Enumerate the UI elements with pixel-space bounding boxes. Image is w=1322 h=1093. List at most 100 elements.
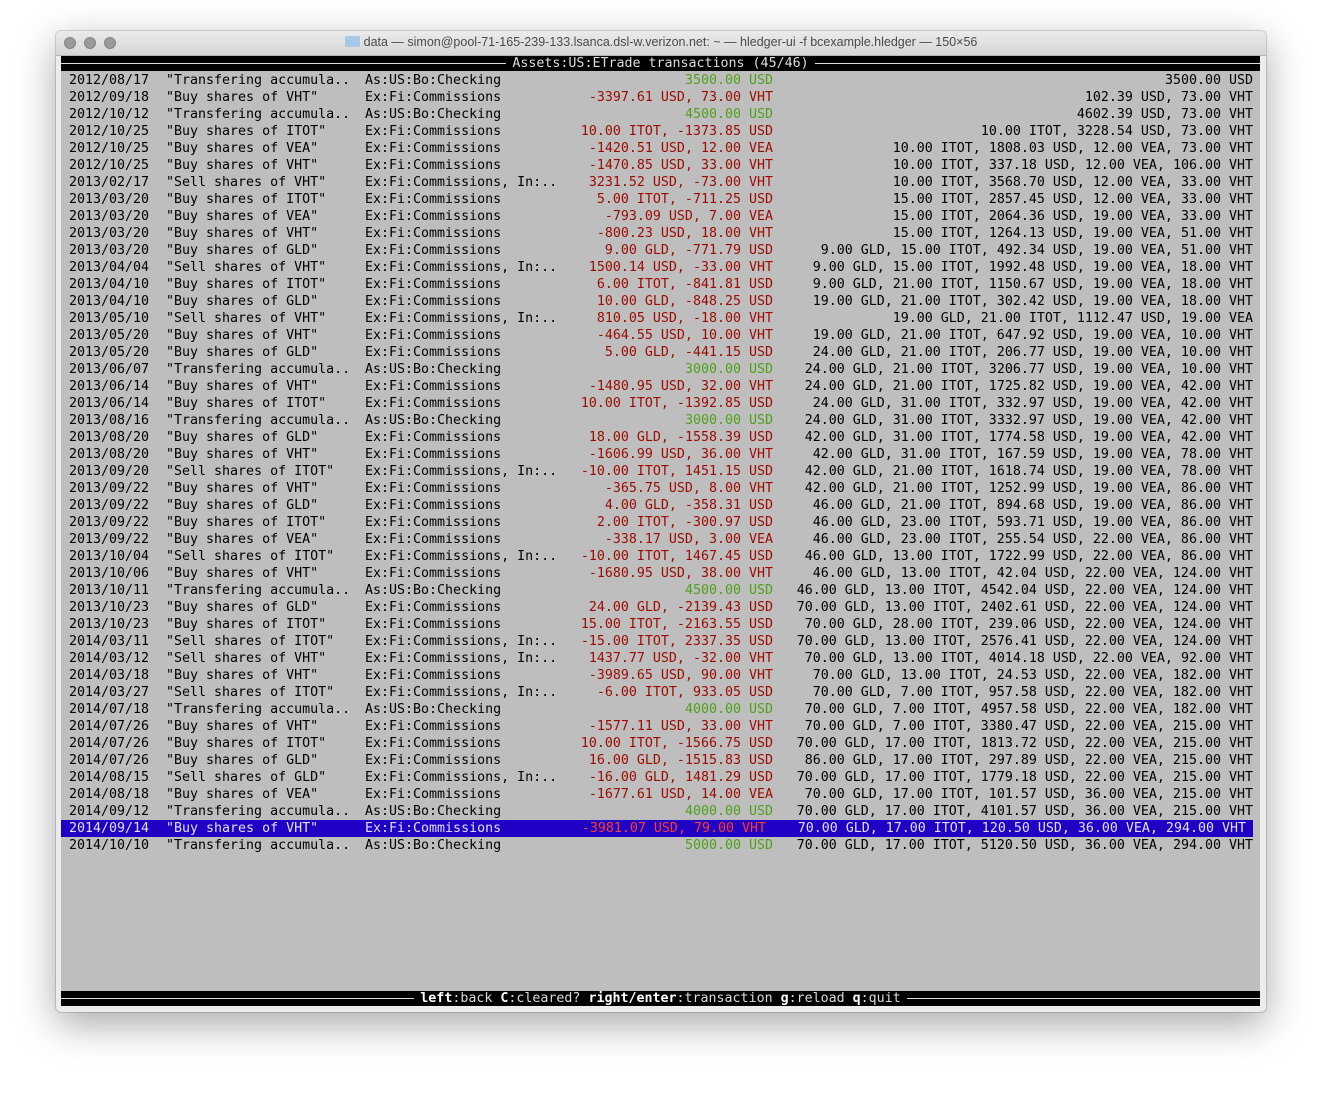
transaction-row[interactable]: 2013/09/20 "Sell shares of ITOT" Ex:Fi:Com… xyxy=(61,463,1260,480)
balance-cell: 42.00 GLD, 21.00 ITOT, 1252.99 USD, 19.0… xyxy=(804,481,1253,496)
transaction-row[interactable]: 2013/10/23 "Buy shares of ITOT" Ex:Fi:Comm… xyxy=(61,616,1260,633)
balance-cell: 19.00 GLD, 21.00 ITOT, 647.92 USD, 19.00… xyxy=(812,328,1253,343)
transaction-row[interactable]: 2014/03/12 "Sell shares of VHT" Ex:Fi:Comm… xyxy=(61,650,1260,667)
transaction-row[interactable]: 2014/07/26 "Buy shares of ITOT" Ex:Fi:Comm… xyxy=(61,735,1260,752)
transaction-row[interactable]: 2013/10/06 "Buy shares of VHT" Ex:Fi:Commi… xyxy=(61,565,1260,582)
transaction-row[interactable]: 2014/08/15 "Sell shares of GLD" Ex:Fi:Comm… xyxy=(61,769,1260,786)
description-cell: "Buy shares of VHT" xyxy=(166,719,319,734)
transaction-row[interactable]: 2014/03/27 "Sell shares of ITOT" Ex:Fi:Com… xyxy=(61,684,1260,701)
balance-cell: 70.00 GLD, 13.00 ITOT, 2402.61 USD, 22.0… xyxy=(796,600,1253,615)
transaction-row[interactable]: 2014/03/18 "Buy shares of VHT" Ex:Fi:Commi… xyxy=(61,667,1260,684)
transaction-row[interactable]: 2014/08/18 "Buy shares of VEA" Ex:Fi:Commi… xyxy=(61,786,1260,803)
description-cell: "Buy shares of ITOT" xyxy=(166,124,327,139)
date-cell: 2014/03/12 xyxy=(69,651,150,666)
account-cell: Ex:Fi:Commissions xyxy=(365,447,502,462)
change-cell: 5.00 GLD, -441.15 USD xyxy=(604,345,773,360)
description-cell: "Buy shares of VEA" xyxy=(166,532,319,547)
transaction-row[interactable]: 2014/10/10 "Transfering accumula.. As:US:B… xyxy=(61,837,1260,854)
account-cell: Ex:Fi:Commissions xyxy=(365,158,502,173)
balance-cell: 10.00 ITOT, 3568.70 USD, 12.00 VEA, 33.0… xyxy=(892,175,1253,190)
transaction-row[interactable]: 2013/06/14 "Buy shares of ITOT" Ex:Fi:Comm… xyxy=(61,395,1260,412)
transaction-row[interactable]: 2012/09/18 "Buy shares of VHT" Ex:Fi:Commi… xyxy=(61,89,1260,106)
transaction-row[interactable]: 2013/06/07 "Transfering accumula.. As:US:B… xyxy=(61,361,1260,378)
transaction-row[interactable]: 2013/08/20 "Buy shares of GLD" Ex:Fi:Commi… xyxy=(61,429,1260,446)
change-cell: -3989.65 USD, 90.00 VHT xyxy=(588,668,773,683)
change-cell: -1677.61 USD, 14.00 VEA xyxy=(588,787,773,802)
account-cell: Ex:Fi:Commissions xyxy=(365,379,502,394)
transaction-row[interactable]: 2013/09/22 "Buy shares of ITOT" Ex:Fi:Comm… xyxy=(61,514,1260,531)
close-button[interactable] xyxy=(64,37,76,49)
balance-cell: 9.00 GLD, 15.00 ITOT, 1992.48 USD, 19.00… xyxy=(812,260,1253,275)
transaction-row[interactable]: 2014/09/12 "Transfering accumula.. As:US:B… xyxy=(61,803,1260,820)
transaction-row[interactable]: 2013/04/10 "Buy shares of ITOT" Ex:Fi:Comm… xyxy=(61,276,1260,293)
transaction-row[interactable]: 2014/07/26 "Buy shares of VHT" Ex:Fi:Commi… xyxy=(61,718,1260,735)
transaction-row[interactable]: 2013/10/04 "Sell shares of ITOT" Ex:Fi:Com… xyxy=(61,548,1260,565)
transaction-row[interactable]: 2013/05/20 "Buy shares of GLD" Ex:Fi:Commi… xyxy=(61,344,1260,361)
account-cell: As:US:Bo:Checking xyxy=(365,413,502,428)
balance-cell: 24.00 GLD, 21.00 ITOT, 1725.82 USD, 19.0… xyxy=(804,379,1253,394)
transaction-row[interactable]: 2013/03/20 "Buy shares of GLD" Ex:Fi:Commi… xyxy=(61,242,1260,259)
transaction-row[interactable]: 2013/03/20 "Buy shares of ITOT" Ex:Fi:Comm… xyxy=(61,191,1260,208)
account-cell: Ex:Fi:Commissions, In:.. xyxy=(365,260,558,275)
description-cell: "Buy shares of GLD" xyxy=(166,345,319,360)
description-cell: "Transfering accumula.. xyxy=(166,838,351,853)
transaction-row[interactable]: 2014/03/11 "Sell shares of ITOT" Ex:Fi:Com… xyxy=(61,633,1260,650)
zoom-button[interactable] xyxy=(104,37,116,49)
description-cell: "Buy shares of ITOT" xyxy=(166,736,327,751)
balance-cell: 70.00 GLD, 13.00 ITOT, 24.53 USD, 22.00 … xyxy=(812,668,1253,683)
transaction-row[interactable]: 2013/08/20 "Buy shares of VHT" Ex:Fi:Commi… xyxy=(61,446,1260,463)
transaction-row[interactable]: 2013/03/20 "Buy shares of VEA" Ex:Fi:Commi… xyxy=(61,208,1260,225)
transaction-list[interactable]: 2012/08/17 "Transfering accumula.. As:US:B… xyxy=(61,72,1260,854)
account-cell: As:US:Bo:Checking xyxy=(365,583,502,598)
date-cell: 2014/03/18 xyxy=(69,668,150,683)
description-cell: "Transfering accumula.. xyxy=(166,702,351,717)
account-cell: Ex:Fi:Commissions xyxy=(365,294,502,309)
description-cell: "Buy shares of VHT" xyxy=(166,668,319,683)
transaction-row[interactable]: 2013/08/16 "Transfering accumula.. As:US:B… xyxy=(61,412,1260,429)
balance-cell: 46.00 GLD, 13.00 ITOT, 42.04 USD, 22.00 … xyxy=(812,566,1253,581)
transaction-row[interactable]: 2014/07/26 "Buy shares of GLD" Ex:Fi:Commi… xyxy=(61,752,1260,769)
key-name: g xyxy=(780,991,789,1006)
transaction-row[interactable]: 2013/05/20 "Buy shares of VHT" Ex:Fi:Commi… xyxy=(61,327,1260,344)
transaction-row[interactable]: 2013/05/10 "Sell shares of VHT" Ex:Fi:Comm… xyxy=(61,310,1260,327)
transaction-row[interactable]: 2013/10/23 "Buy shares of GLD" Ex:Fi:Commi… xyxy=(61,599,1260,616)
change-cell: -338.17 USD, 3.00 VEA xyxy=(604,532,773,547)
terminal-area[interactable]: Assets:US:ETrade transactions (45/46) 20… xyxy=(61,56,1260,1006)
transaction-row[interactable]: 2013/04/10 "Buy shares of GLD" Ex:Fi:Commi… xyxy=(61,293,1260,310)
date-cell: 2014/07/26 xyxy=(69,719,150,734)
date-cell: 2013/10/04 xyxy=(69,549,150,564)
transaction-row[interactable]: 2012/10/12 "Transfering accumula.. As:US:B… xyxy=(61,106,1260,123)
description-cell: "Buy shares of ITOT" xyxy=(166,277,327,292)
date-cell: 2014/07/18 xyxy=(69,702,150,717)
title-bar: data — simon@pool-71-165-239-133.lsanca.… xyxy=(56,31,1266,56)
transaction-row[interactable]: 2012/10/25 "Buy shares of VEA" Ex:Fi:Commi… xyxy=(61,140,1260,157)
transaction-row[interactable]: 2013/03/20 "Buy shares of VHT" Ex:Fi:Commi… xyxy=(61,225,1260,242)
transaction-row-selected[interactable]: 2014/09/14 "Buy shares of VHT" Ex:Fi:Commi… xyxy=(61,820,1253,837)
account-cell: Ex:Fi:Commissions xyxy=(365,821,502,836)
balance-cell: 70.00 GLD, 13.00 ITOT, 4014.18 USD, 22.0… xyxy=(804,651,1253,666)
key-name: C xyxy=(500,991,509,1006)
transaction-row[interactable]: 2012/08/17 "Transfering accumula.. As:US:B… xyxy=(61,72,1260,89)
balance-cell: 10.00 ITOT, 1808.03 USD, 12.00 VEA, 73.0… xyxy=(892,141,1253,156)
description-cell: "Transfering accumula.. xyxy=(166,73,351,88)
transaction-row[interactable]: 2012/10/25 "Buy shares of ITOT" Ex:Fi:Comm… xyxy=(61,123,1260,140)
transaction-row[interactable]: 2013/09/22 "Buy shares of VEA" Ex:Fi:Commi… xyxy=(61,531,1260,548)
transaction-row[interactable]: 2014/07/18 "Transfering accumula.. As:US:B… xyxy=(61,701,1260,718)
transaction-row[interactable]: 2012/10/25 "Buy shares of VHT" Ex:Fi:Commi… xyxy=(61,157,1260,174)
change-cell: 10.00 ITOT, -1392.85 USD xyxy=(580,396,773,411)
balance-cell: 70.00 GLD, 17.00 ITOT, 4101.57 USD, 36.0… xyxy=(796,804,1253,819)
transaction-row[interactable]: 2013/09/22 "Buy shares of VHT" Ex:Fi:Commi… xyxy=(61,480,1260,497)
account-cell: Ex:Fi:Commissions xyxy=(365,515,502,530)
change-cell: -1680.95 USD, 38.00 VHT xyxy=(588,566,773,581)
transaction-row[interactable]: 2013/04/04 "Sell shares of VHT" Ex:Fi:Comm… xyxy=(61,259,1260,276)
account-cell: Ex:Fi:Commissions xyxy=(365,430,502,445)
account-cell: Ex:Fi:Commissions xyxy=(365,668,502,683)
minimize-button[interactable] xyxy=(84,37,96,49)
transaction-row[interactable]: 2013/10/11 "Transfering accumula.. As:US:B… xyxy=(61,582,1260,599)
account-cell: Ex:Fi:Commissions xyxy=(365,345,502,360)
transaction-row[interactable]: 2013/09/22 "Buy shares of GLD" Ex:Fi:Commi… xyxy=(61,497,1260,514)
transaction-row[interactable]: 2013/06/14 "Buy shares of VHT" Ex:Fi:Commi… xyxy=(61,378,1260,395)
description-cell: "Buy shares of GLD" xyxy=(166,294,319,309)
transaction-row[interactable]: 2013/02/17 "Sell shares of VHT" Ex:Fi:Comm… xyxy=(61,174,1260,191)
account-cell: Ex:Fi:Commissions, In:.. xyxy=(365,311,558,326)
